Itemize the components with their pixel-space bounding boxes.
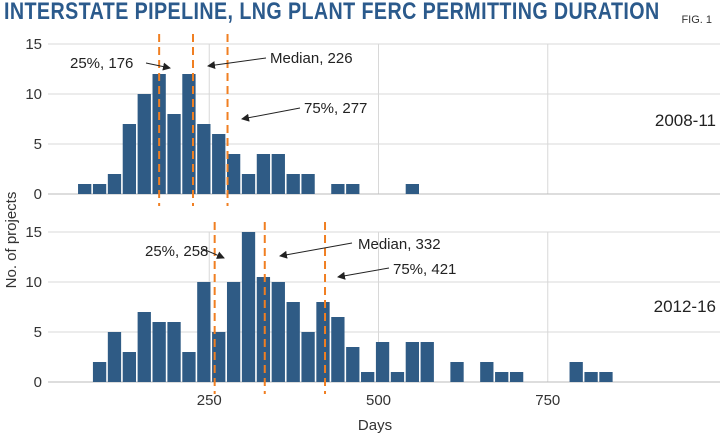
histogram-bar: [256, 154, 271, 194]
histogram-bar: [197, 124, 211, 194]
histogram-bar: [331, 317, 345, 382]
histogram-bar: [375, 342, 390, 382]
x-tick-label: 500: [366, 392, 391, 409]
chart-title: INTERSTATE PIPELINE, LNG PLANT FERC PERM…: [4, 0, 660, 25]
histogram-bar: [241, 232, 256, 382]
panel-period-label: 2008-11: [655, 111, 716, 130]
histogram-bar: [256, 277, 271, 382]
histogram-bar: [480, 362, 494, 382]
x-tick-label: 750: [535, 392, 560, 409]
y-tick-label: 0: [34, 374, 42, 391]
panel-period-label: 2012-16: [654, 297, 716, 316]
y-tick-label: 15: [25, 224, 42, 241]
histogram-bar: [331, 184, 345, 194]
histogram-bar: [226, 282, 241, 382]
annotation-label: 25%, 176: [70, 55, 133, 72]
figure-label: FIG. 1: [681, 14, 712, 26]
annotation-arrow: [241, 107, 301, 122]
histogram-bar: [212, 134, 226, 194]
histogram-bar: [271, 154, 285, 194]
y-tick-label: 5: [34, 324, 42, 341]
histogram-bar: [390, 372, 405, 382]
x-axis-title: Days: [358, 417, 392, 434]
histogram-bar: [167, 114, 181, 194]
y-axis-title: No. of projects: [3, 192, 20, 289]
histogram-bar: [301, 174, 315, 194]
annotation-label: Median, 332: [358, 236, 441, 253]
histogram-bar: [92, 362, 107, 382]
histogram-bar: [107, 174, 122, 194]
y-tick-label: 10: [25, 274, 42, 291]
histogram-bar: [137, 312, 151, 382]
histogram-bar: [361, 372, 375, 382]
histogram-bar: [301, 332, 315, 382]
x-tick-label: 250: [197, 392, 222, 409]
annotation-arrow: [207, 57, 267, 70]
histogram-bar: [405, 184, 419, 194]
panel-2008-11: 0 5 10 15 25%, 176 Median, 226 75%, 277 2008-11: [25, 34, 720, 206]
annotation-arrow: [337, 267, 390, 280]
histogram-bar: [420, 342, 434, 382]
histogram-bar: [152, 74, 166, 194]
histogram-bar: [584, 372, 598, 382]
histogram-bar: [569, 362, 583, 382]
annotation-label: 75%, 421: [393, 261, 456, 278]
histogram-bar: [122, 352, 137, 382]
annotation-arrow: [145, 62, 171, 71]
histogram-bar: [271, 282, 285, 382]
histogram-bar: [286, 302, 300, 382]
histogram-bar: [346, 347, 360, 382]
histogram-bar: [346, 184, 360, 194]
histogram-bar: [599, 372, 613, 382]
annotation-label: Median, 226: [270, 50, 353, 67]
annotation-label: 75%, 277: [304, 100, 367, 117]
y-tick-label: 0: [34, 186, 42, 203]
histogram-bar: [137, 94, 151, 194]
y-tick-label: 15: [25, 36, 42, 53]
histogram-bar: [167, 322, 181, 382]
histogram-bar: [509, 372, 524, 382]
y-tick-label: 5: [34, 136, 42, 153]
histogram-bar: [495, 372, 509, 382]
histogram-bar: [92, 184, 107, 194]
histogram-bar: [241, 174, 256, 194]
histogram-bar: [152, 322, 166, 382]
histogram-bar: [226, 154, 241, 194]
histogram-bar: [405, 342, 419, 382]
histogram-bar: [197, 282, 211, 382]
histogram-bar: [286, 174, 300, 194]
histogram-bar: [182, 352, 196, 382]
histogram-bar: [78, 184, 92, 194]
histogram-bar: [450, 362, 464, 382]
panel-2012-16: 0 5 10 15 25%, 258 Median, 332 75%, 421 2012-16…: [25, 222, 720, 409]
histogram-bar: [107, 332, 122, 382]
histogram-bar: [316, 302, 330, 382]
y-tick-label: 10: [25, 86, 42, 103]
annotation-arrow: [202, 248, 225, 259]
annotation-arrow: [279, 242, 353, 259]
histogram-bar: [122, 124, 137, 194]
annotation-label: 25%, 258: [145, 243, 208, 260]
